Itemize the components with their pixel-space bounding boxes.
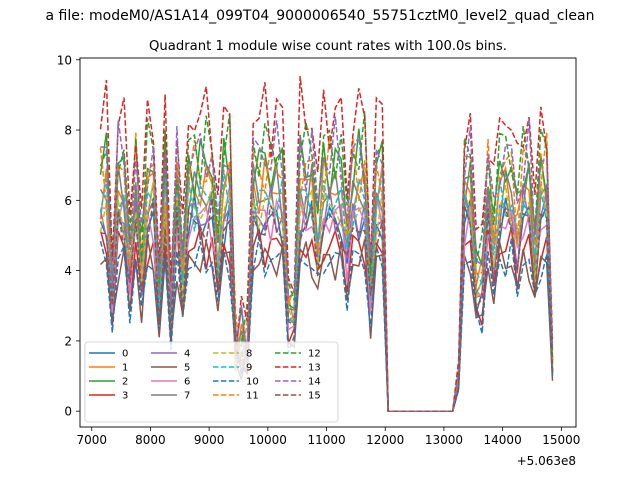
series-line-12 — [99, 111, 554, 412]
y-tick-label: 6 — [64, 194, 72, 208]
series-line-5 — [99, 237, 554, 412]
series-line-14 — [100, 116, 554, 412]
chart-title: Quadrant 1 module wise count rates with … — [149, 39, 507, 54]
figure-suptitle: a file: modeM0/AS1A14_099T04_9000006540_… — [46, 8, 595, 24]
series-line-10 — [99, 237, 554, 412]
legend-label: 12 — [308, 349, 321, 360]
legend-label: 10 — [246, 377, 259, 388]
y-tick-label: 4 — [64, 264, 72, 278]
legend-label: 3 — [122, 391, 128, 402]
x-tick-label: 11000 — [307, 433, 345, 447]
x-tick-label: 12000 — [366, 433, 404, 447]
plot-lines — [99, 76, 554, 412]
x-tick-label: 8000 — [135, 433, 166, 447]
legend-label: 0 — [122, 349, 128, 360]
legend-label: 8 — [246, 349, 252, 360]
plot-frame — [79, 57, 577, 428]
legend-label: 1 — [122, 363, 128, 374]
legend-label: 5 — [184, 363, 190, 374]
y-tick-label: 0 — [64, 405, 72, 419]
series-line-13 — [99, 76, 554, 412]
legend-label: 11 — [246, 391, 259, 402]
legend-label: 2 — [122, 377, 128, 388]
legend-label: 13 — [308, 363, 321, 374]
x-tick-label: 15000 — [542, 433, 580, 447]
y-axis: 0 2 4 6 8 10 — [57, 53, 80, 419]
legend-frame — [84, 341, 339, 423]
legend-label: 7 — [184, 391, 190, 402]
y-tick-label: 2 — [64, 334, 72, 348]
x-tick-label: 14000 — [484, 433, 522, 447]
y-tick-label: 8 — [64, 124, 72, 138]
x-tick-label: 10000 — [249, 433, 287, 447]
x-tick-label: 13000 — [425, 433, 463, 447]
x-tick-label: 9000 — [194, 433, 225, 447]
legend-label: 4 — [184, 349, 190, 360]
legend-label: 14 — [308, 377, 321, 388]
x-offset-label: +5.063e8 — [517, 454, 576, 468]
x-tick-label: 7000 — [76, 433, 107, 447]
x-axis: 7000 8000 9000 10000 11000 12000 13000 14000 150… — [76, 427, 580, 447]
legend-label: 6 — [184, 377, 190, 388]
legend-label: 9 — [246, 363, 252, 374]
legend-label: 15 — [308, 391, 321, 402]
series-line-15 — [100, 197, 554, 412]
y-tick-label: 10 — [57, 53, 72, 67]
